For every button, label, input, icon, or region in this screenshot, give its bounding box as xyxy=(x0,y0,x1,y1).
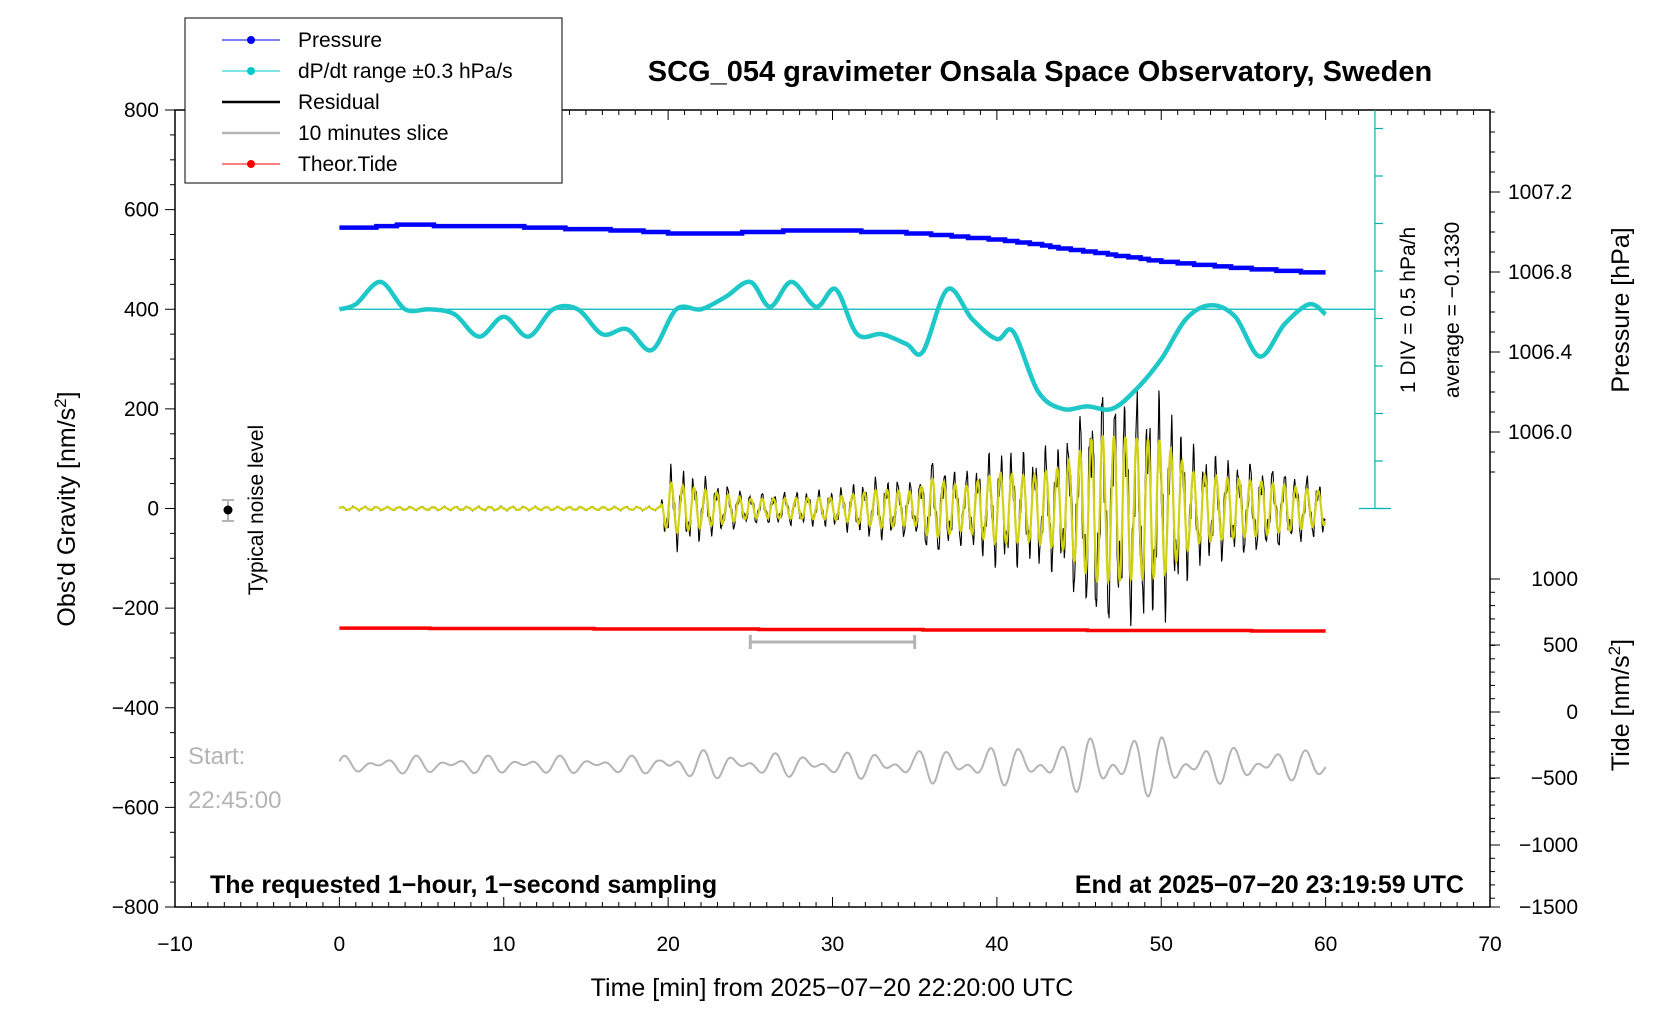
x-tick-label: 60 xyxy=(1314,933,1337,956)
pressure-tick-label: 1007.2 xyxy=(1508,181,1572,204)
x-tick-label: −10 xyxy=(157,933,193,956)
y-left-tick-label: −400 xyxy=(112,697,159,720)
footer-right-note: End at 2025−07−20 23:19:59 UTC xyxy=(1075,871,1464,899)
y-left-tick-label: 400 xyxy=(124,298,159,321)
legend-label: 10 minutes slice xyxy=(298,122,449,145)
y-left-tick-label: 800 xyxy=(124,99,159,122)
pressure-tick-label: 1006.0 xyxy=(1508,421,1572,444)
legend: Pressure dP/dt range ±0.3 hPa/s Residual 10… xyxy=(184,17,563,184)
pressure-tick-labels: 1007.2 1006.8 1006.4 1006.0 xyxy=(1508,181,1573,444)
tide-tick-label: −500 xyxy=(1531,767,1578,790)
legend-label: Theor.Tide xyxy=(298,153,398,176)
rate-average-label: average = −0.1330 xyxy=(1441,222,1464,398)
tide-axis-title: Tide [nm/s2] xyxy=(1605,639,1635,771)
y-left-tick-label: −800 xyxy=(112,896,159,919)
x-tick-label: 40 xyxy=(985,933,1008,956)
tide-tick-labels: 1000 500 0 −500 −1000 −1500 xyxy=(1519,568,1578,919)
tide-tick-label: −1000 xyxy=(1519,834,1578,857)
y-left-tick-label: −600 xyxy=(112,796,159,819)
y-left-tick-label: −200 xyxy=(112,597,159,620)
filtered-residual-line xyxy=(338,434,1327,586)
pressure-tick-label: 1006.4 xyxy=(1508,341,1573,364)
x-tick-label: 10 xyxy=(492,933,515,956)
legend-marker xyxy=(247,36,255,44)
y-left-tick-label: 200 xyxy=(124,398,159,421)
x-tick-labels: −10 0 10 20 30 40 50 60 70 xyxy=(157,933,1501,956)
legend-marker xyxy=(247,67,255,75)
x-tick-label: 50 xyxy=(1150,933,1173,956)
x-axis-title: Time [min] from 2025−07−20 22:20:00 UTC xyxy=(591,974,1074,1002)
pressure-axis-title: Pressure [hPa] xyxy=(1607,227,1635,392)
start-label: Start: xyxy=(188,743,245,770)
rate-scale-label: 1 DIV = 0.5 hPa/h xyxy=(1397,227,1420,393)
legend-box xyxy=(184,17,563,184)
x-tick-label: 0 xyxy=(334,933,346,956)
legend-label: dP/dt range ±0.3 hPa/s xyxy=(298,60,513,83)
left-tick-labels: 800 600 400 200 0 −200 −400 −600 −800 xyxy=(112,99,159,919)
x-tick-label: 20 xyxy=(656,933,679,956)
footer-left-note: The requested 1−hour, 1−second sampling xyxy=(210,871,717,899)
start-time: 22:45:00 xyxy=(188,787,281,814)
x-tick-label: 30 xyxy=(821,933,844,956)
slice-series-line xyxy=(338,736,1327,798)
x-tick-label: 70 xyxy=(1478,933,1501,956)
y-left-tick-label: 600 xyxy=(124,199,159,222)
tide-tick-label: 1000 xyxy=(1531,568,1578,591)
dpdt-series-line xyxy=(338,279,1327,412)
noise-level-marker xyxy=(222,499,234,522)
pressure-series-line xyxy=(339,222,1326,275)
noise-level-label: Typical noise level xyxy=(245,425,268,595)
tide-tick-label: 500 xyxy=(1543,634,1578,657)
tide-tick-label: −1500 xyxy=(1519,896,1578,919)
legend-label: Pressure xyxy=(298,29,382,52)
y-axis-left-title: Obs'd Gravity [nm/s2] xyxy=(51,391,81,626)
legend-label: Residual xyxy=(298,91,380,114)
tide-series-line xyxy=(339,626,1326,633)
tide-tick-label: 0 xyxy=(1566,701,1578,724)
legend-marker xyxy=(247,160,255,168)
chart-title: SCG_054 gravimeter Onsala Space Observat… xyxy=(648,56,1432,88)
slice-bracket xyxy=(748,634,917,649)
pressure-tick-label: 1006.8 xyxy=(1508,261,1572,284)
y-left-tick-label: 0 xyxy=(147,498,159,521)
